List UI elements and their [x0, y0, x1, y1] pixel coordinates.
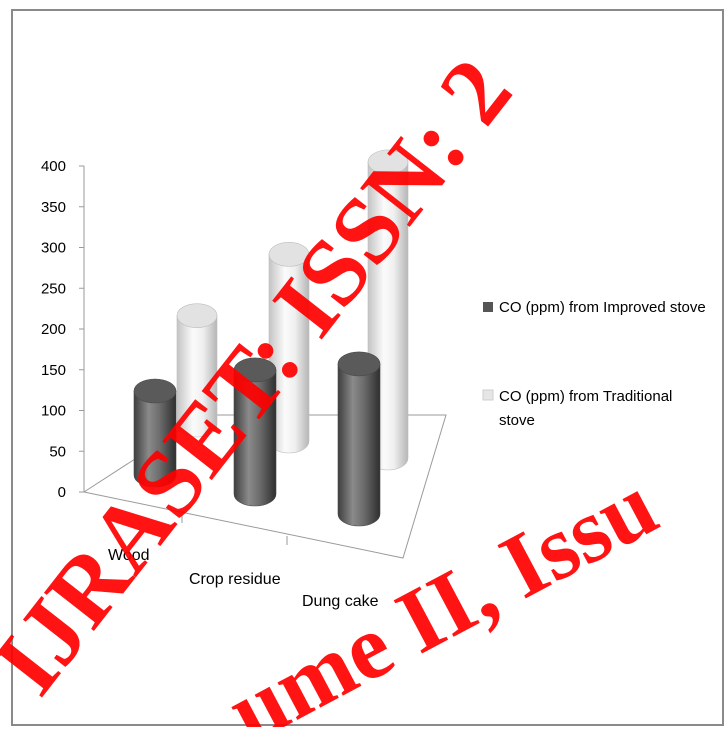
- category-label-crop-residue: Crop residue: [189, 571, 281, 588]
- bar-cap: [268, 242, 310, 267]
- category-label-dung-cake: Dung cake: [302, 593, 379, 610]
- bar-body: [133, 390, 177, 488]
- y-tick-label: 100: [41, 403, 66, 420]
- bar-cap: [367, 149, 409, 175]
- bar-body: [176, 315, 218, 438]
- bar-improved-crop-residue: [233, 357, 277, 507]
- bar-cap: [337, 351, 381, 377]
- y-tick-label: 50: [49, 443, 66, 460]
- bar-body: [233, 369, 277, 507]
- bar-traditional-crop-residue: [268, 242, 310, 454]
- bar-cap: [233, 357, 277, 383]
- y-tick-label: 0: [58, 484, 66, 501]
- legend-label-traditional-line2: stove: [499, 412, 535, 429]
- legend-swatch-traditional: [482, 389, 494, 401]
- legend: CO (ppm) from Improved stove CO (ppm) fr…: [482, 299, 706, 429]
- bar-improved-dung-cake: [337, 351, 381, 527]
- y-tick-label: 350: [41, 199, 66, 216]
- y-tick-label: 250: [41, 280, 66, 297]
- category-label-wood: Wood: [108, 547, 150, 564]
- y-tick-label: 400: [41, 158, 66, 175]
- bar-traditional-wood: [176, 303, 218, 438]
- y-tick-label: 150: [41, 362, 66, 379]
- legend-label-traditional-line1: CO (ppm) from Traditional: [499, 388, 672, 405]
- y-tick-label: 300: [41, 240, 66, 257]
- watermark-line-2: ume II, Issu: [212, 453, 673, 727]
- y-axis-ticks: 0 50 100 150 200 250 300 350 400: [41, 158, 84, 501]
- watermark: IJRASET: ISSN: 2 ume II, Issu: [0, 39, 673, 732]
- chart-border: [11, 9, 724, 726]
- bars-layer: [133, 149, 409, 527]
- bar-body: [337, 363, 381, 527]
- legend-label-improved: CO (ppm) from Improved stove: [499, 299, 706, 316]
- y-tick-label: 200: [41, 321, 66, 338]
- legend-swatch-improved: [483, 302, 493, 312]
- bar-cap: [176, 303, 218, 328]
- bar-improved-wood: [133, 378, 177, 488]
- bar-cap: [133, 378, 177, 404]
